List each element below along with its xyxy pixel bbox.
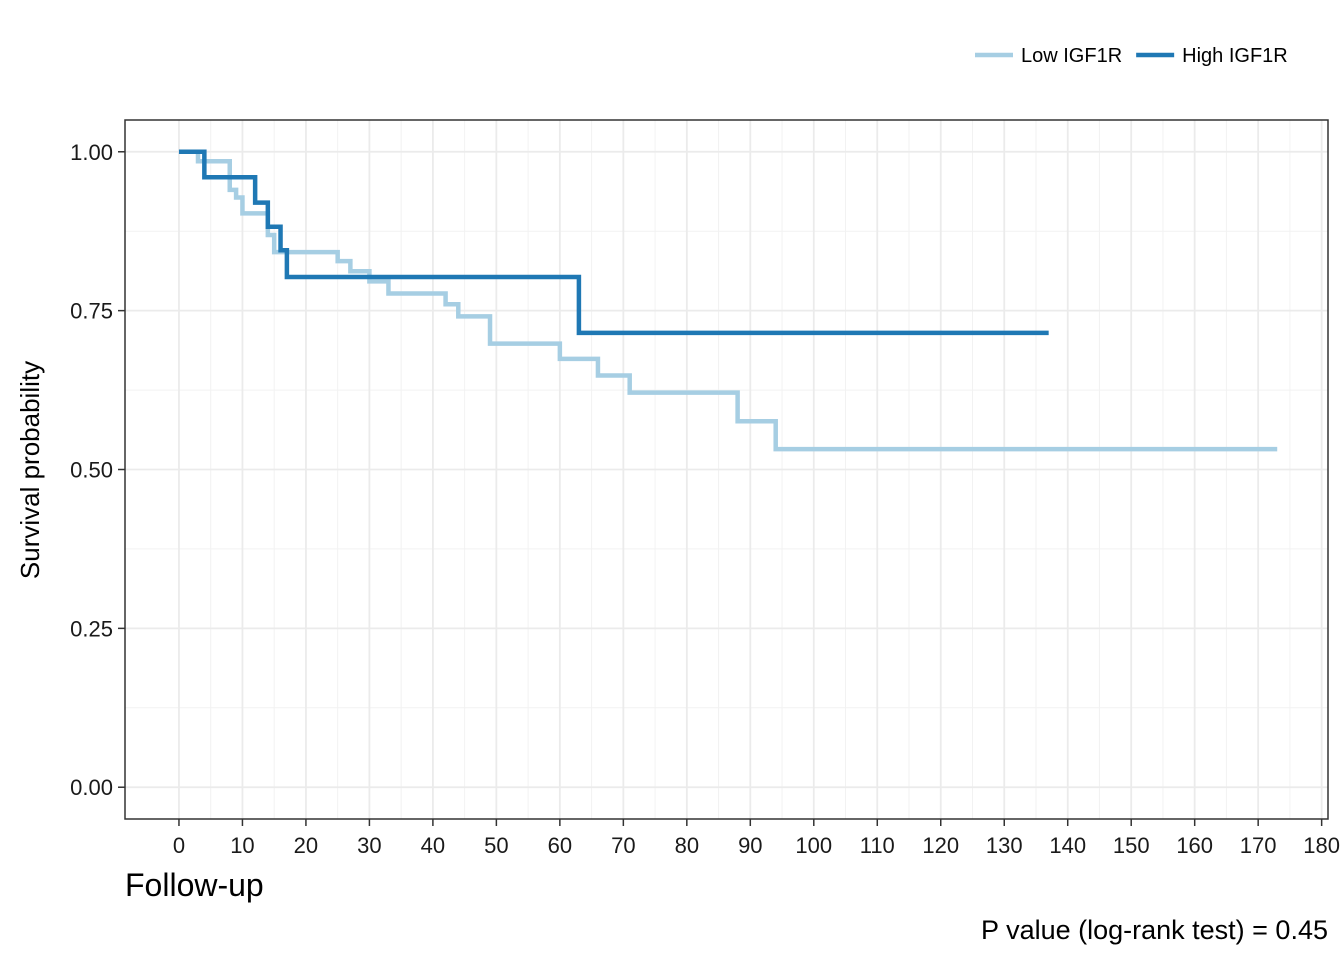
x-tick-label: 90 (738, 833, 762, 858)
x-tick-label: 20 (294, 833, 318, 858)
pvalue-annotation: P value (log-rank test) = 0.45 (981, 915, 1328, 945)
x-tick-label: 130 (986, 833, 1023, 858)
y-tick-label: 0.75 (70, 299, 113, 324)
x-tick-label: 120 (922, 833, 959, 858)
x-axis-title: Follow-up (125, 867, 264, 903)
x-tick-label: 30 (357, 833, 381, 858)
y-tick-label: 0.25 (70, 616, 113, 641)
x-tick-label: 140 (1049, 833, 1086, 858)
y-axis-title: Survival probability (15, 361, 45, 579)
y-tick-label: 0.00 (70, 775, 113, 800)
y-tick-label: 1.00 (70, 140, 113, 165)
legend: Low IGF1R High IGF1R (975, 45, 1288, 67)
x-tick-label: 70 (611, 833, 635, 858)
x-tick-label: 10 (230, 833, 254, 858)
x-tick-label: 40 (421, 833, 445, 858)
y-axis-ticks: 0.00 0.25 0.50 0.75 1.00 (70, 140, 125, 800)
x-tick-label: 160 (1176, 833, 1213, 858)
x-tick-label: 0 (173, 833, 185, 858)
x-tick-label: 100 (795, 833, 832, 858)
x-tick-label: 50 (484, 833, 508, 858)
x-tick-label: 150 (1113, 833, 1150, 858)
curve-high-igf1r (178, 149, 1049, 336)
x-axis-ticks: 0 10 20 30 40 50 60 70 80 90 100 110 120 130 140 150 160… (173, 819, 1340, 858)
survival-curves (178, 149, 1278, 452)
x-tick-label: 170 (1240, 833, 1277, 858)
y-tick-label: 0.50 (70, 458, 113, 483)
legend-label: High IGF1R (1182, 45, 1288, 67)
curve-low-igf1r (178, 149, 1278, 452)
major-gridlines (125, 120, 1328, 819)
x-tick-label: 110 (860, 833, 895, 858)
legend-label: Low IGF1R (1021, 45, 1122, 67)
x-tick-label: 60 (548, 833, 572, 858)
x-tick-label: 80 (675, 833, 699, 858)
x-tick-label: 180 (1303, 833, 1340, 858)
